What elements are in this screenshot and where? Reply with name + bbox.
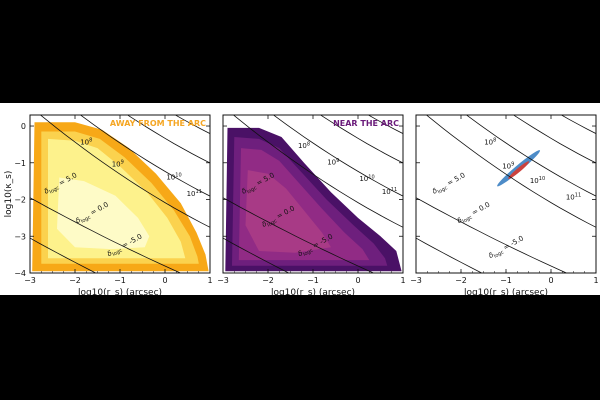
- x-tick-label: 1: [593, 276, 598, 285]
- mass-label: 1010: [359, 174, 374, 183]
- x-tick-label: −3: [410, 276, 422, 285]
- mass-label: 109: [112, 160, 124, 169]
- posterior-ellipse-2: [508, 161, 530, 179]
- mass-contour-line: [367, 115, 403, 134]
- mass-contour-line: [39, 115, 210, 228]
- mass-label: 108: [484, 138, 496, 147]
- delta-label: δlogc = 0.0: [456, 201, 492, 227]
- mass-label: 1010: [166, 173, 181, 182]
- contour-level-4: [245, 170, 331, 253]
- x-tick-label: −2: [455, 276, 467, 285]
- x-tick-label: 0: [355, 276, 360, 285]
- panel-title: AWAY FROM THE ARC: [110, 119, 206, 128]
- mass-contour-line: [560, 115, 596, 134]
- mass-contour-line: [79, 115, 210, 197]
- x-tick-label: 1: [400, 276, 405, 285]
- figure: 108 109 1010 1011 δlogc = 5.0 δlogc = 0.0 δlog…: [0, 103, 600, 298]
- y-tick-label: −2: [14, 196, 26, 205]
- delta-contour-line: [223, 237, 290, 273]
- mass-contour-line: [425, 115, 596, 228]
- contour-level-4: [57, 177, 150, 250]
- mass-label: 108: [298, 141, 310, 150]
- x-tick-label: −3: [217, 276, 229, 285]
- x-tick-label: −2: [69, 276, 81, 285]
- mass-label: 1010: [530, 176, 545, 185]
- x-tick-label: −1: [500, 276, 512, 285]
- mass-contour-line: [465, 115, 596, 197]
- delta-label: δlogc = 5.0: [431, 171, 467, 197]
- mass-contour-line: [126, 115, 210, 164]
- x-tick-label: 1: [207, 276, 212, 285]
- x-axis-label: log10(r_s) (arcsec): [78, 288, 162, 295]
- mass-label: 109: [502, 161, 514, 170]
- mass-contour-line: [174, 115, 210, 134]
- x-axis-label: log10(r_s) (arcsec): [464, 288, 548, 295]
- panel-title: NEAR THE ARC: [333, 119, 399, 128]
- y-axis-label: log10(κ_s): [4, 171, 14, 218]
- mass-label: 1011: [187, 189, 202, 198]
- y-tick-label: −1: [14, 159, 26, 168]
- x-tick-label: −1: [307, 276, 319, 285]
- mass-label: 109: [327, 158, 339, 167]
- y-tick-label: −3: [14, 232, 26, 241]
- delta-contour-line: [416, 237, 483, 273]
- x-tick-label: −2: [262, 276, 274, 285]
- mass-label: 1011: [382, 187, 397, 196]
- y-tick-label: 0: [21, 122, 26, 131]
- mass-contour-line: [512, 115, 596, 164]
- x-axis-label: log10(r_s) (arcsec): [271, 288, 355, 295]
- mass-contour-line: [319, 115, 403, 164]
- delta-contour-line: [30, 237, 97, 273]
- y-tick-label: −4: [14, 269, 26, 278]
- x-tick-label: 0: [548, 276, 553, 285]
- mass-contour-line: [232, 115, 403, 228]
- mass-label: 108: [80, 138, 92, 147]
- x-tick-label: 0: [162, 276, 167, 285]
- mass-contour-line: [272, 115, 403, 197]
- x-tick-label: −3: [24, 276, 36, 285]
- x-tick-label: −1: [114, 276, 126, 285]
- mass-label: 1011: [566, 193, 581, 202]
